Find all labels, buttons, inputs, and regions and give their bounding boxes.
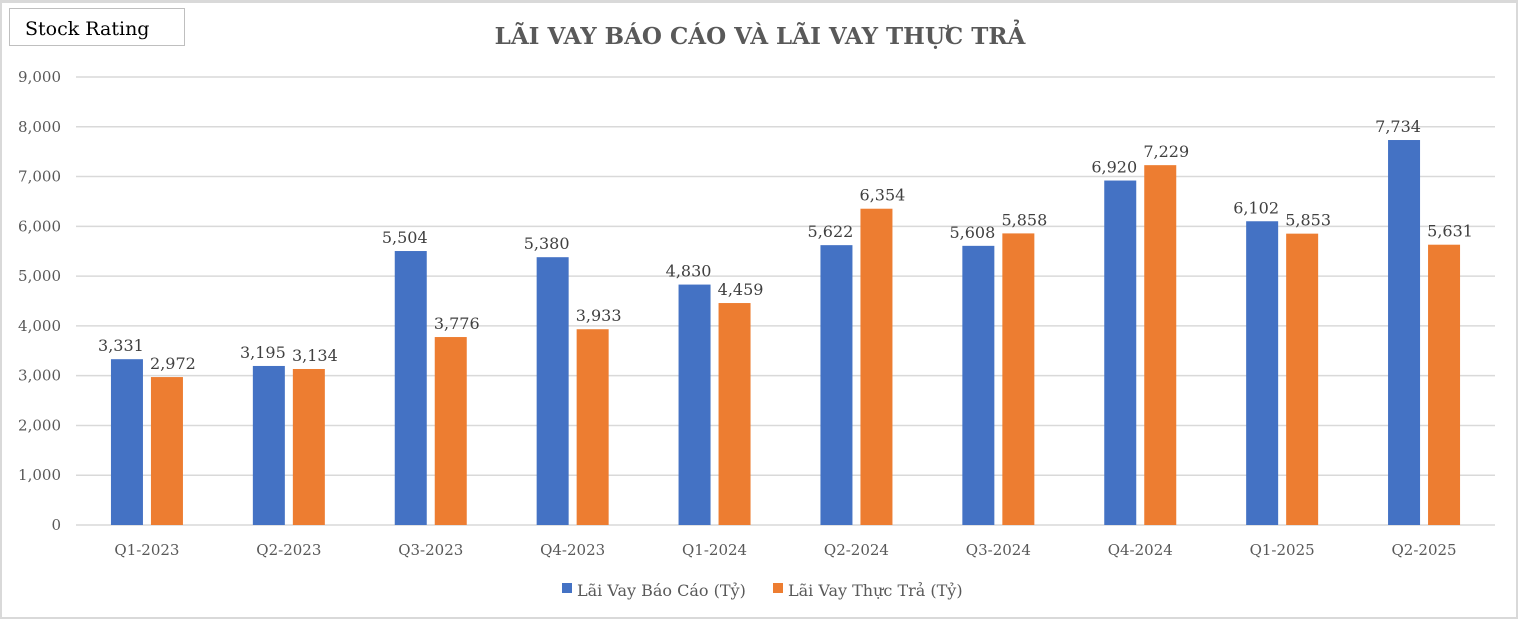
data-label: 4,459 bbox=[718, 280, 764, 299]
legend: Lãi Vay Báo Cáo (Tỷ) Lãi Vay Thực Trả (T… bbox=[562, 581, 963, 600]
chart-title: LÃI VAY BÁO CÁO VÀ LÃI VAY THỰC TRẢ bbox=[495, 20, 1027, 50]
bar-paid bbox=[576, 329, 609, 525]
legend-label-reported: Lãi Vay Báo Cáo (Tỷ) bbox=[577, 581, 746, 600]
y-tick-label: 0 bbox=[51, 516, 61, 534]
data-label: 5,380 bbox=[524, 234, 570, 253]
bar-reported bbox=[1104, 180, 1137, 525]
data-label: 5,622 bbox=[808, 222, 854, 241]
x-tick-label: Q1-2025 bbox=[1250, 541, 1315, 559]
x-tick-label: Q2-2025 bbox=[1392, 541, 1457, 559]
bar-paid bbox=[1428, 244, 1461, 525]
data-label: 7,734 bbox=[1375, 117, 1421, 136]
x-tick-label: Q4-2024 bbox=[1108, 541, 1173, 559]
x-tick-label: Q3-2023 bbox=[398, 541, 463, 559]
x-tick-label: Q1-2024 bbox=[682, 541, 747, 559]
data-label: 5,608 bbox=[949, 223, 995, 242]
bar-paid bbox=[292, 368, 325, 525]
y-tick-label: 4,000 bbox=[18, 317, 61, 335]
x-tick-label: Q2-2024 bbox=[824, 541, 889, 559]
bar-reported bbox=[1388, 140, 1421, 525]
bar-paid bbox=[434, 337, 467, 525]
data-label: 7,229 bbox=[1143, 142, 1189, 161]
bar-reported bbox=[110, 359, 143, 525]
x-tick-label: Q3-2024 bbox=[966, 541, 1031, 559]
data-label: 5,858 bbox=[1001, 210, 1047, 229]
x-tick-label: Q1-2023 bbox=[114, 541, 179, 559]
bar-reported bbox=[1246, 221, 1279, 526]
bar-reported bbox=[962, 245, 995, 525]
legend-label-paid: Lãi Vay Thực Trả (Tỷ) bbox=[788, 581, 963, 600]
stock-rating-badge: Stock Rating bbox=[9, 8, 185, 46]
x-tick-label: Q4-2023 bbox=[540, 541, 605, 559]
y-tick-label: 3,000 bbox=[18, 367, 61, 385]
y-tick-label: 7,000 bbox=[18, 168, 61, 186]
data-label: 2,972 bbox=[150, 354, 196, 373]
bar-paid bbox=[150, 377, 183, 525]
bar-reported bbox=[820, 245, 853, 525]
y-tick-label: 2,000 bbox=[18, 416, 61, 434]
y-tick-label: 5,000 bbox=[18, 267, 61, 285]
data-label: 4,830 bbox=[666, 262, 712, 281]
data-label: 6,102 bbox=[1233, 198, 1279, 217]
legend-swatch-paid bbox=[773, 583, 783, 593]
bar-reported bbox=[536, 257, 569, 525]
legend-swatch-reported bbox=[562, 583, 572, 593]
data-label: 3,331 bbox=[98, 336, 144, 355]
data-label: 3,776 bbox=[434, 314, 480, 333]
data-label: 5,853 bbox=[1285, 211, 1331, 230]
data-label: 3,134 bbox=[292, 346, 338, 365]
y-tick-label: 6,000 bbox=[18, 217, 61, 235]
data-label: 6,920 bbox=[1091, 158, 1137, 177]
data-label: 5,504 bbox=[382, 228, 428, 247]
bar-paid bbox=[1144, 165, 1177, 526]
y-tick-label: 1,000 bbox=[18, 466, 61, 484]
data-label: 3,933 bbox=[576, 306, 622, 325]
bar-paid bbox=[1002, 233, 1035, 525]
bar-reported bbox=[678, 284, 711, 525]
bar-paid bbox=[718, 303, 751, 525]
data-label: 5,631 bbox=[1427, 222, 1473, 241]
data-label: 6,354 bbox=[860, 186, 906, 205]
bar-paid bbox=[860, 208, 893, 525]
y-tick-label: 8,000 bbox=[18, 118, 61, 136]
data-label: 3,195 bbox=[240, 343, 286, 362]
bar-paid bbox=[1286, 233, 1319, 525]
bar-reported bbox=[252, 365, 285, 525]
bar-reported bbox=[394, 251, 427, 525]
x-tick-label: Q2-2023 bbox=[256, 541, 321, 559]
y-tick-label: 9,000 bbox=[18, 68, 61, 86]
